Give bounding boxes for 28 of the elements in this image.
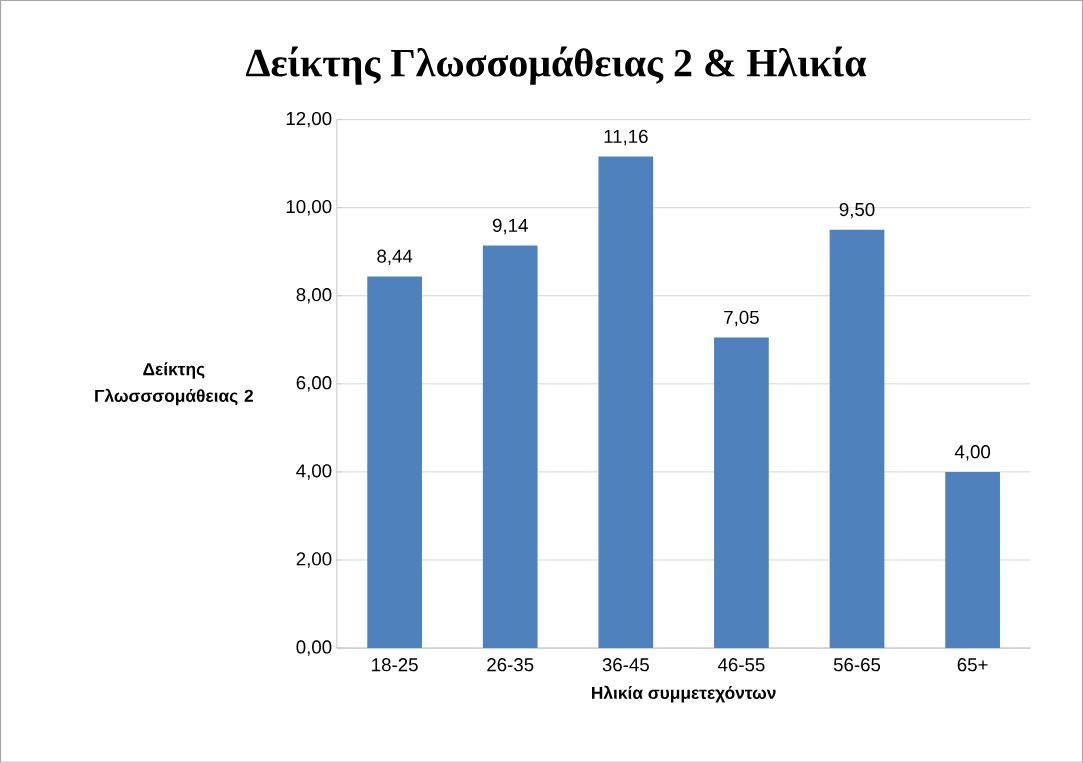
x-tick-label: 36-45 [602, 658, 649, 672]
bar [945, 472, 1000, 649]
y-tick-label: 6,00 [296, 376, 332, 392]
data-label: 8,44 [377, 249, 413, 266]
data-label: 7,05 [724, 310, 759, 327]
bar [482, 245, 538, 649]
y-tick-label: 10,00 [286, 200, 332, 216]
x-tick-label: 18-25 [372, 658, 418, 672]
bar [829, 229, 885, 649]
bar [598, 156, 654, 649]
data-label: 9,14 [492, 218, 528, 235]
x-tick-label: 26-35 [487, 658, 534, 672]
y-tick-label: 4,00 [296, 464, 332, 480]
y-tick-label: 12,00 [286, 112, 332, 128]
y-tick-label: 0,00 [296, 640, 332, 656]
chart-title: Δείκτης Γλωσσομάθειας 2 & Ηλικία [245, 46, 867, 85]
y-tick-label: 8,00 [296, 288, 332, 304]
x-tick-label: 46-55 [717, 658, 765, 672]
x-tick-label: 65+ [957, 658, 988, 672]
data-label: 4,00 [954, 445, 991, 461]
x-tick-label: 56-65 [833, 658, 881, 672]
x-axis-title: Ηλικία συμμετεχόντων [592, 686, 776, 703]
bar [367, 276, 422, 649]
y-tick-label: 2,00 [296, 552, 332, 568]
data-label: 9,50 [839, 203, 875, 219]
y-axis-title: Δείκτης Γλωσσσομάθειας 2 [95, 362, 253, 406]
bar [714, 337, 769, 649]
data-label: 11,16 [604, 129, 648, 146]
